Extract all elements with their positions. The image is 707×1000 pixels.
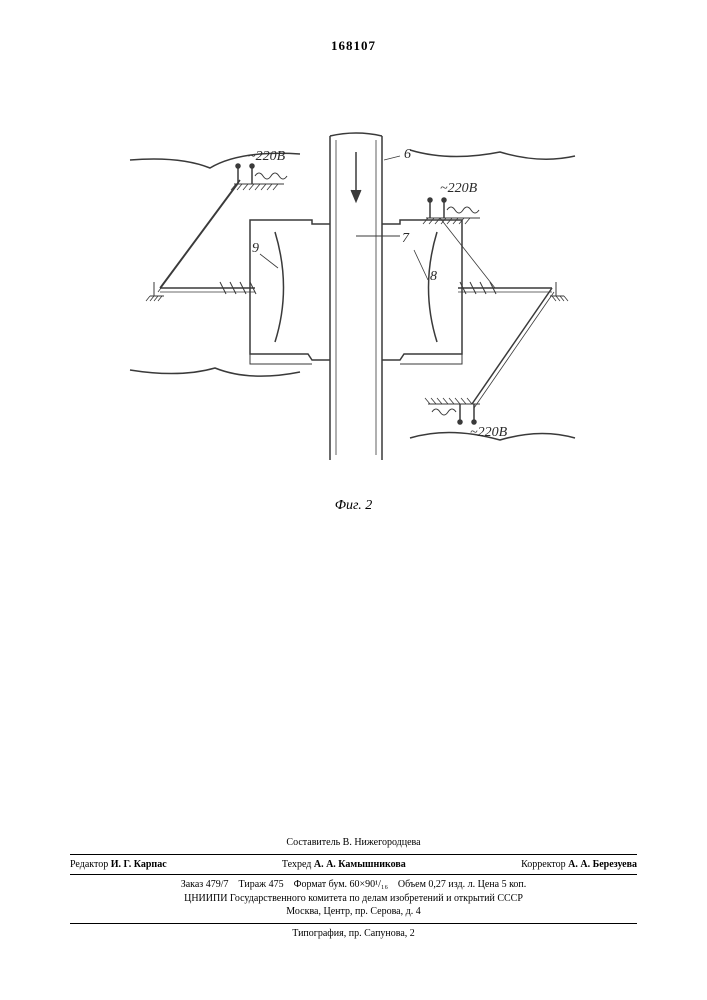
org-line-2: Москва, Центр, пр. Серова, д. 4 (70, 905, 637, 919)
editor-credit: Редактор И. Г. Карпас (70, 858, 167, 872)
print-meta: Заказ 479/7 Тираж 475 Формат бум. 60×90¹… (70, 874, 637, 919)
org-line-1: ЦНИИПИ Государственного комитета по дела… (70, 892, 637, 906)
voltage-label-top-right: ~220В (440, 181, 478, 196)
technical-diagram: ~220В ~220В ~220В 6 7 8 9 (100, 120, 600, 500)
ref-9: 9 (252, 241, 259, 256)
order-line: Заказ 479/7 Тираж 475 Формат бум. 60×90¹… (70, 878, 637, 892)
figure-container: ~220В ~220В ~220В 6 7 8 9 (100, 120, 600, 500)
voltage-label-top-left: ~220В (248, 149, 286, 164)
techred-credit: Техред А. А. Камышникова (282, 858, 406, 872)
footer: Составитель В. Нижегородцева Редактор И.… (70, 836, 637, 940)
page: 168107 (0, 0, 707, 1000)
typography-line: Типография, пр. Сапунова, 2 (70, 923, 637, 941)
ref-6: 6 (404, 147, 411, 162)
corrector-credit: Корректор А. А. Березуева (521, 858, 637, 872)
ref-8: 8 (430, 269, 437, 284)
document-number: 168107 (0, 38, 707, 54)
credits-row: Редактор И. Г. Карпас Техред А. А. Камыш… (70, 854, 637, 872)
figure-caption: Фиг. 2 (0, 498, 707, 514)
voltage-label-bottom-right: ~220В (470, 425, 508, 440)
ref-7: 7 (402, 231, 410, 246)
compiler-line: Составитель В. Нижегородцева (70, 836, 637, 850)
